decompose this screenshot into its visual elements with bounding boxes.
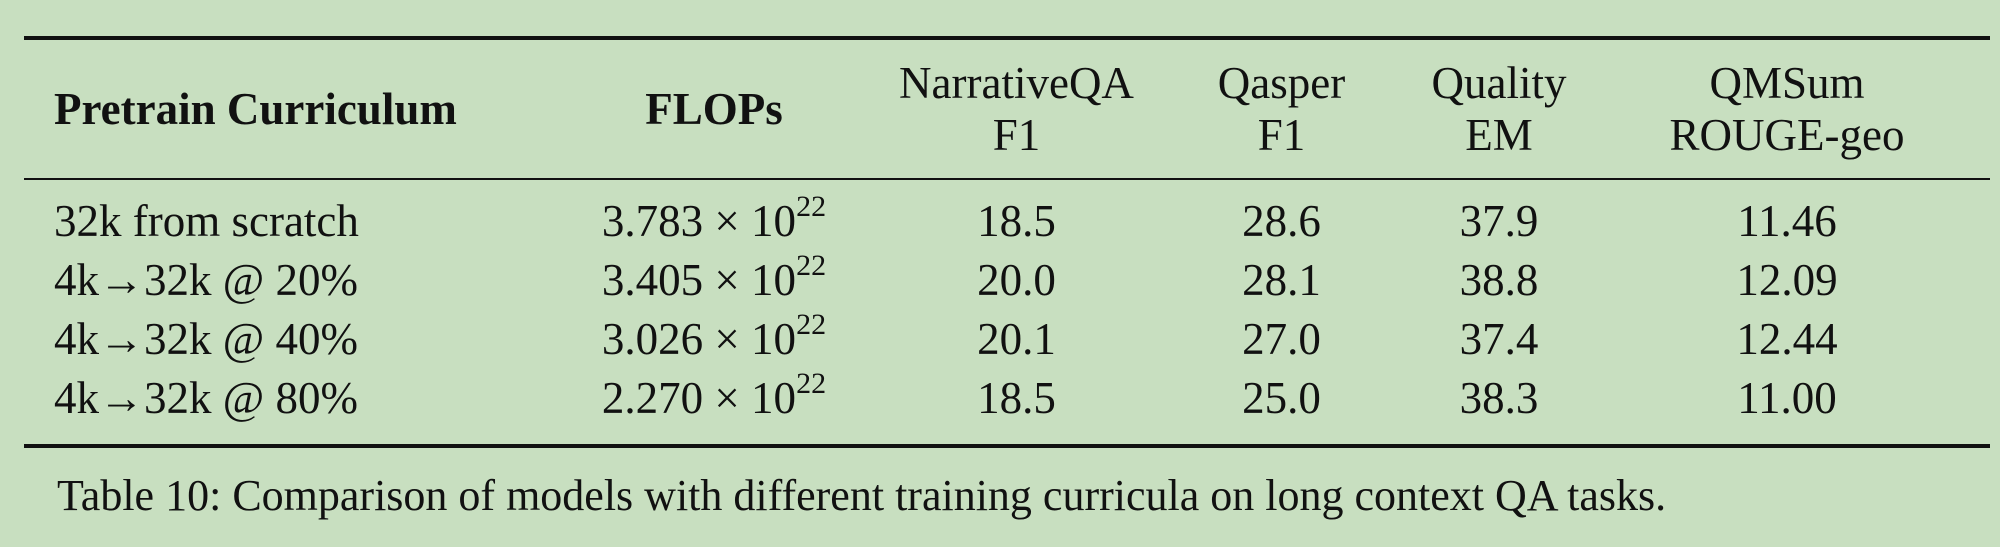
cell-curriculum: 32k from scratch xyxy=(54,196,359,246)
cell-flops: 3.026 × 1022 xyxy=(601,308,827,365)
header-qmsum: QMSum ROUGE-geo xyxy=(1669,58,1905,160)
cell-qasper: 27.0 xyxy=(1242,314,1321,364)
table-row: 4k→32k @ 20% 3.405 × 1022 20.0 28.1 38.8… xyxy=(24,251,1990,310)
table-top-rule xyxy=(24,36,1990,40)
cell-narrativeqa: 20.0 xyxy=(977,255,1056,305)
cell-qasper: 28.6 xyxy=(1242,196,1321,246)
header-qasper: Qasper F1 xyxy=(1217,58,1346,160)
cell-flops: 2.270 × 1022 xyxy=(601,367,827,424)
cell-qmsum: 12.44 xyxy=(1736,314,1838,364)
table-bottom-rule xyxy=(24,444,1990,448)
cell-narrativeqa: 18.5 xyxy=(977,196,1056,246)
cell-quality: 38.3 xyxy=(1459,373,1539,423)
cell-curriculum: 4k→32k @ 20% xyxy=(54,255,358,305)
cell-flops: 3.405 × 1022 xyxy=(601,249,827,306)
cell-quality: 37.4 xyxy=(1459,314,1539,364)
header-pretrain-curriculum: Pretrain Curriculum xyxy=(54,84,457,134)
cell-narrativeqa: 18.5 xyxy=(977,373,1056,423)
table-header-rule xyxy=(24,178,1990,180)
table-row: 4k→32k @ 80% 2.270 × 1022 18.5 25.0 38.3… xyxy=(24,369,1990,428)
cell-qasper: 25.0 xyxy=(1242,373,1321,423)
header-row: Pretrain Curriculum FLOPs NarrativeQA F1… xyxy=(24,40,1990,178)
table-body: 32k from scratch 3.783 × 1022 18.5 28.6 … xyxy=(24,178,1990,428)
cell-flops: 3.783 × 1022 xyxy=(601,190,827,247)
cell-qmsum: 11.46 xyxy=(1737,196,1837,246)
results-table: Pretrain Curriculum FLOPs NarrativeQA F1… xyxy=(24,40,1990,428)
cell-curriculum: 4k→32k @ 40% xyxy=(54,314,358,364)
cell-curriculum: 4k→32k @ 80% xyxy=(54,373,358,423)
cell-narrativeqa: 20.1 xyxy=(977,314,1056,364)
cell-quality: 37.9 xyxy=(1459,196,1539,246)
table-row: 4k→32k @ 40% 3.026 × 1022 20.1 27.0 37.4… xyxy=(24,310,1990,369)
cell-qasper: 28.1 xyxy=(1242,255,1321,305)
header-quality: Quality EM xyxy=(1431,58,1567,160)
table-row: 32k from scratch 3.783 × 1022 18.5 28.6 … xyxy=(24,178,1990,251)
header-flops: FLOPs xyxy=(645,84,783,134)
cell-qmsum: 12.09 xyxy=(1736,255,1838,305)
header-narrativeqa: NarrativeQA F1 xyxy=(899,58,1134,160)
table-caption: Table 10: Comparison of models with diff… xyxy=(57,471,1667,520)
cell-quality: 38.8 xyxy=(1459,255,1539,305)
cell-qmsum: 11.00 xyxy=(1737,373,1837,423)
table-header: Pretrain Curriculum FLOPs NarrativeQA F1… xyxy=(24,40,1990,178)
